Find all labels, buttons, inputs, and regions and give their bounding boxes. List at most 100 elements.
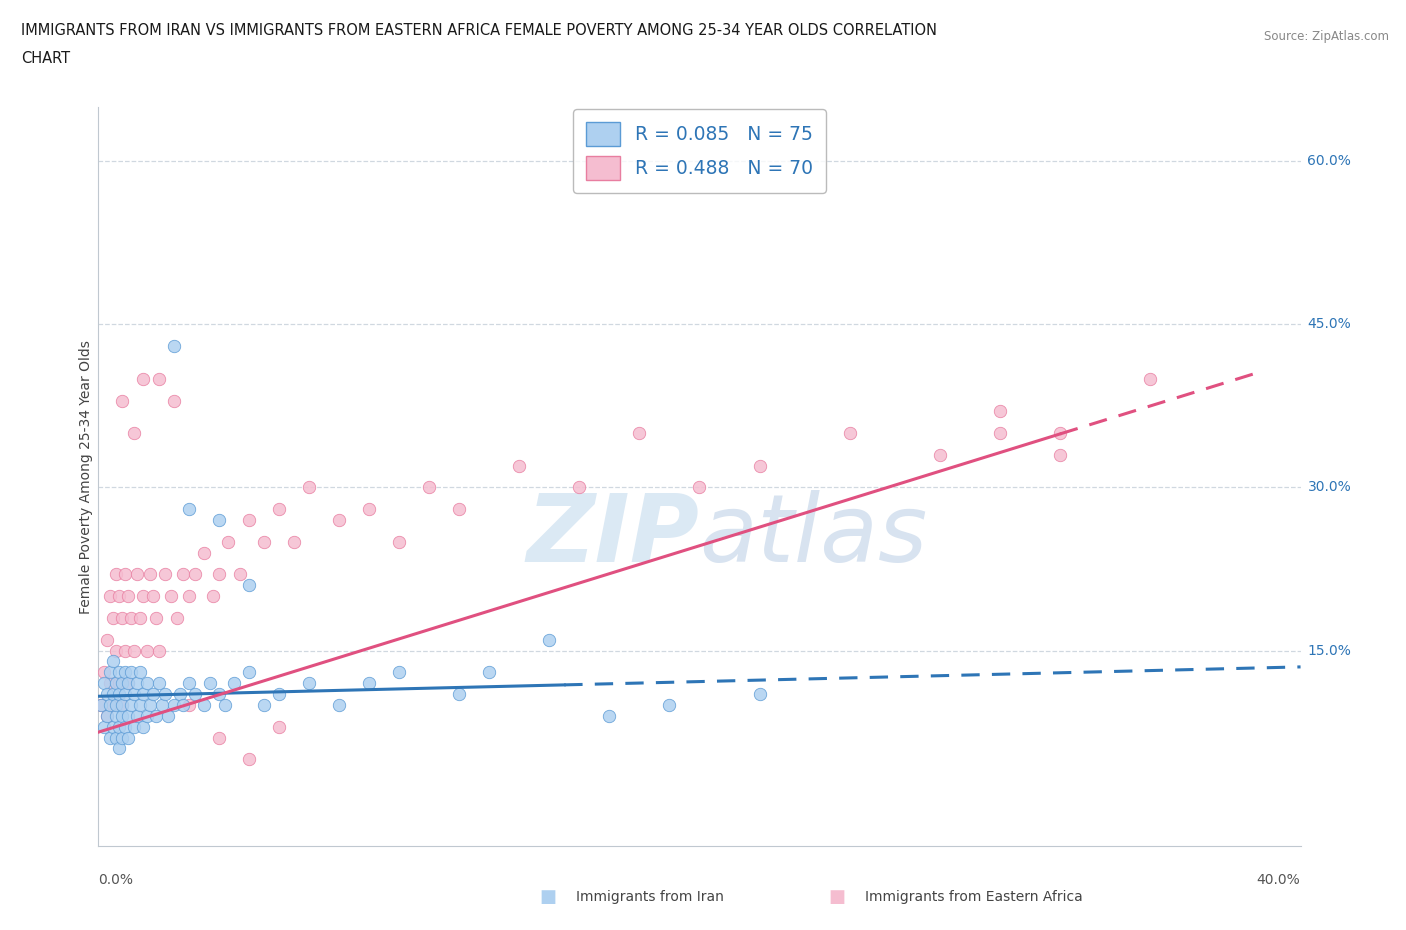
Point — [162, 339, 184, 353]
Point — [388, 535, 411, 550]
Point — [145, 610, 167, 625]
Point — [153, 567, 176, 582]
Text: atlas: atlas — [699, 490, 928, 581]
Point — [114, 567, 136, 582]
Point — [108, 676, 131, 691]
Point — [117, 589, 139, 604]
Point — [127, 709, 149, 724]
Point — [100, 698, 122, 712]
Text: 45.0%: 45.0% — [1308, 317, 1351, 331]
Point — [96, 686, 118, 701]
Point — [238, 512, 260, 527]
Point — [121, 698, 143, 712]
Point — [298, 480, 321, 495]
Point — [418, 480, 440, 495]
Point — [141, 686, 163, 701]
Point — [96, 709, 118, 724]
Point — [103, 686, 125, 701]
Point — [228, 567, 250, 582]
Point — [114, 719, 136, 734]
Point — [478, 665, 501, 680]
Point — [96, 709, 118, 724]
Point — [568, 480, 591, 495]
Point — [138, 567, 160, 582]
Point — [298, 676, 321, 691]
Point — [105, 567, 128, 582]
Point — [124, 686, 146, 701]
Point — [538, 632, 561, 647]
Point — [148, 371, 170, 386]
Point — [169, 686, 191, 701]
Text: CHART: CHART — [21, 51, 70, 66]
Point — [121, 665, 143, 680]
Point — [105, 676, 128, 691]
Point — [172, 698, 194, 712]
Point — [988, 426, 1011, 441]
Point — [124, 719, 146, 734]
Point — [132, 719, 155, 734]
Point — [114, 644, 136, 658]
Point — [183, 567, 205, 582]
Point — [598, 709, 620, 724]
Point — [748, 458, 770, 473]
Point — [357, 502, 380, 517]
Legend: R = 0.085   N = 75, R = 0.488   N = 70: R = 0.085 N = 75, R = 0.488 N = 70 — [574, 109, 825, 193]
Point — [153, 686, 176, 701]
Point — [117, 709, 139, 724]
Point — [162, 698, 184, 712]
Point — [208, 730, 231, 745]
Point — [628, 426, 651, 441]
Point — [208, 567, 231, 582]
Point — [117, 676, 139, 691]
Point — [129, 610, 152, 625]
Point — [100, 665, 122, 680]
Point — [100, 589, 122, 604]
Point — [141, 589, 163, 604]
Point — [159, 589, 181, 604]
Text: ■: ■ — [540, 888, 557, 907]
Point — [108, 686, 131, 701]
Y-axis label: Female Poverty Among 25-34 Year Olds: Female Poverty Among 25-34 Year Olds — [79, 339, 93, 614]
Point — [198, 676, 221, 691]
Point — [108, 665, 131, 680]
Point — [132, 371, 155, 386]
Point — [1049, 447, 1071, 462]
Point — [124, 644, 146, 658]
Point — [267, 686, 290, 701]
Point — [127, 567, 149, 582]
Point — [929, 447, 952, 462]
Point — [135, 709, 157, 724]
Text: 40.0%: 40.0% — [1257, 872, 1301, 886]
Point — [135, 644, 157, 658]
Point — [357, 676, 380, 691]
Point — [93, 665, 115, 680]
Point — [121, 610, 143, 625]
Point — [111, 698, 134, 712]
Point — [103, 698, 125, 712]
Point — [132, 686, 155, 701]
Point — [238, 578, 260, 592]
Point — [177, 698, 200, 712]
Point — [111, 393, 134, 408]
Point — [117, 730, 139, 745]
Point — [166, 610, 188, 625]
Text: 30.0%: 30.0% — [1308, 481, 1351, 495]
Point — [1139, 371, 1161, 386]
Point — [253, 535, 276, 550]
Point — [222, 676, 245, 691]
Point — [127, 676, 149, 691]
Point — [145, 709, 167, 724]
Text: Source: ZipAtlas.com: Source: ZipAtlas.com — [1264, 30, 1389, 43]
Point — [117, 676, 139, 691]
Point — [105, 644, 128, 658]
Point — [447, 686, 470, 701]
Point — [328, 512, 350, 527]
Text: Immigrants from Iran: Immigrants from Iran — [576, 890, 724, 905]
Point — [214, 698, 236, 712]
Point — [103, 654, 125, 669]
Point — [103, 610, 125, 625]
Text: ZIP: ZIP — [527, 490, 699, 582]
Point — [114, 665, 136, 680]
Point — [988, 404, 1011, 418]
Point — [208, 686, 231, 701]
